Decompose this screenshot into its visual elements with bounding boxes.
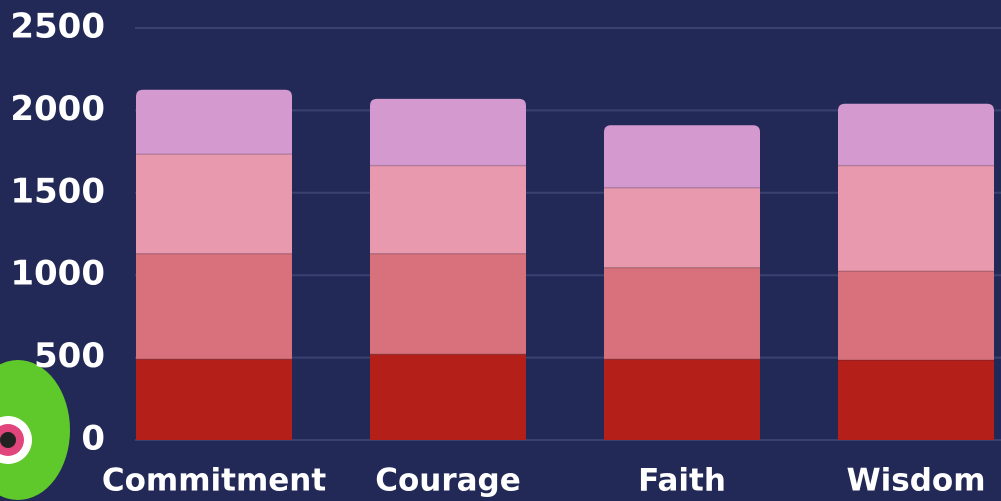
bar-segment xyxy=(838,166,994,271)
x-tick-label: Commitment xyxy=(102,463,326,499)
bar-segment xyxy=(370,166,526,254)
bar-segment xyxy=(370,99,526,166)
y-tick-label: 2000 xyxy=(10,89,105,129)
bar-segment xyxy=(838,271,994,360)
chart: 0 500 1000 1500 2000 2500 Commitment Courage Fai… xyxy=(0,0,1001,501)
bar-segment xyxy=(136,359,292,440)
bar-segment xyxy=(370,254,526,355)
y-tick-label: 1500 xyxy=(10,171,105,211)
bar-segment xyxy=(604,359,760,440)
bar-segment xyxy=(136,254,292,359)
bar-segment xyxy=(370,354,526,440)
bar-segment xyxy=(604,188,760,268)
bar-segment xyxy=(136,90,292,154)
x-tick-label: Faith xyxy=(638,463,726,499)
bar-segment xyxy=(604,125,760,188)
x-tick-label: Courage xyxy=(375,463,521,499)
bar-segment xyxy=(838,360,994,440)
bar-segment xyxy=(136,154,292,254)
bar-segment xyxy=(604,268,760,359)
x-tick-label: Wisdom xyxy=(846,463,985,499)
y-tick-label: 500 xyxy=(34,336,105,376)
bar-segment xyxy=(838,104,994,166)
y-tick-label: 0 xyxy=(81,419,105,459)
y-tick-label: 1000 xyxy=(10,254,105,294)
y-tick-label: 2500 xyxy=(10,7,105,47)
